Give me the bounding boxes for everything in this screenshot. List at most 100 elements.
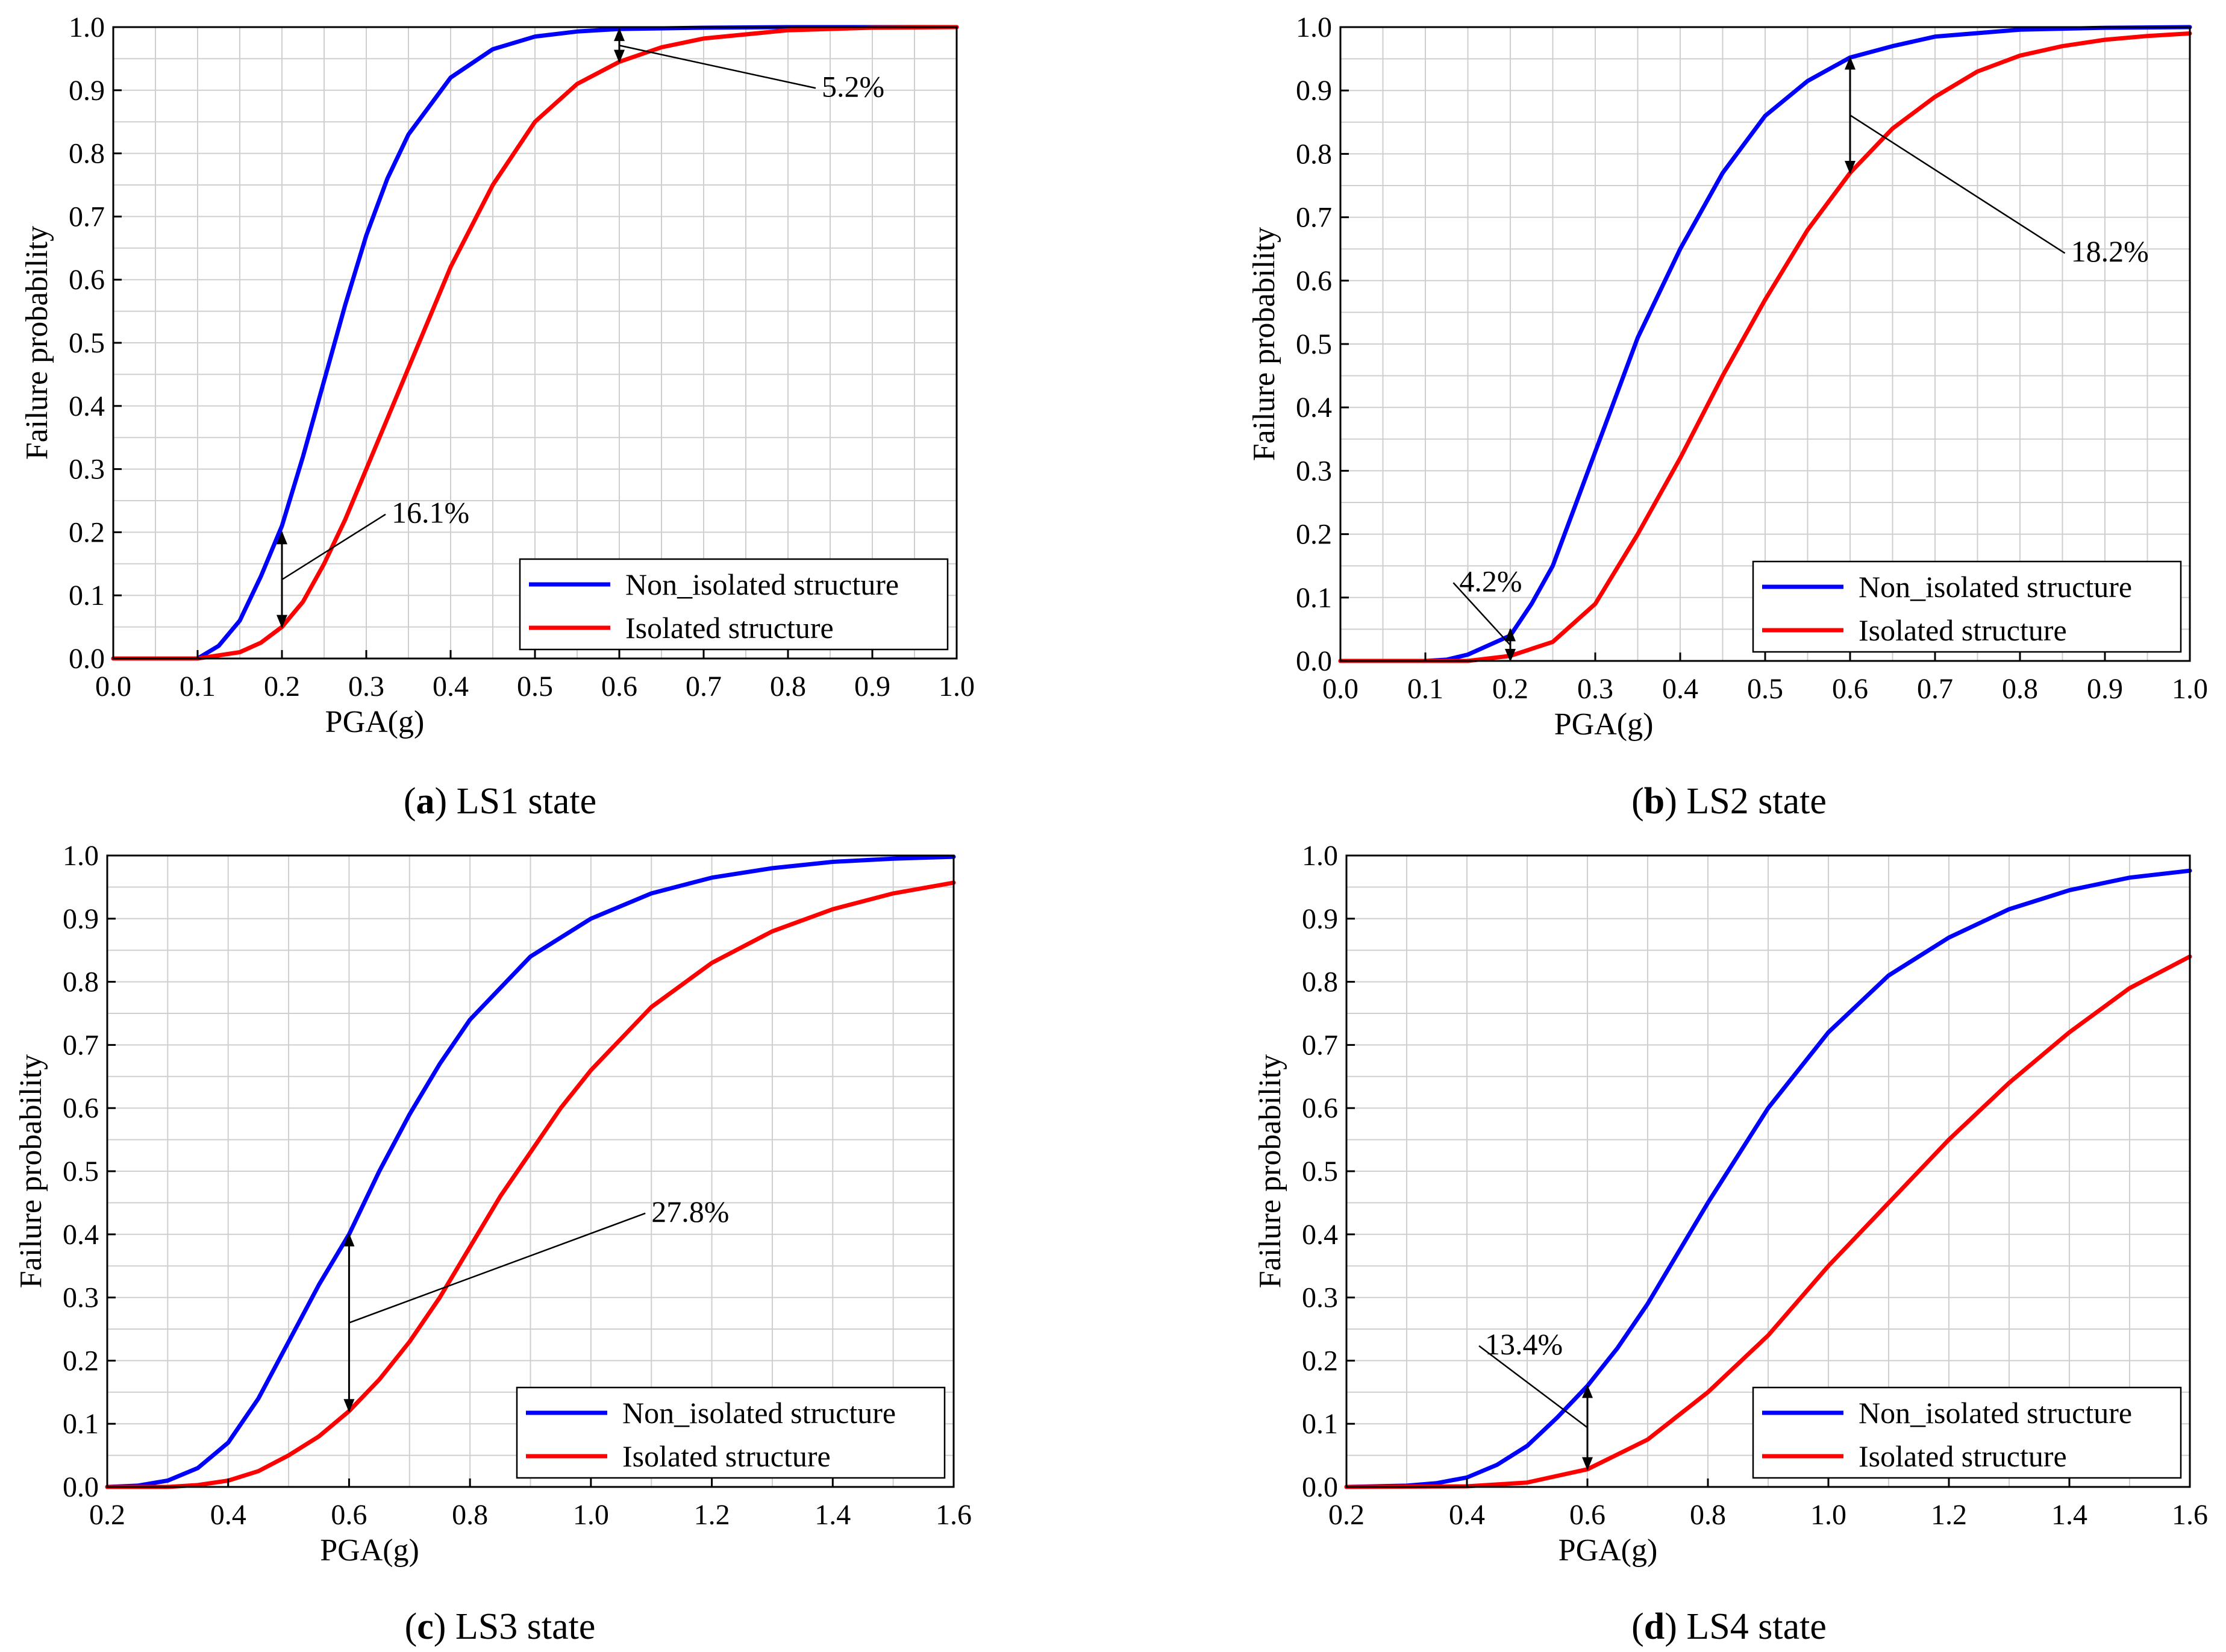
- x-tick-label: 0.4: [1449, 1499, 1485, 1531]
- x-tick-label: 0.8: [452, 1499, 488, 1531]
- x-tick-label: 0.4: [1662, 673, 1698, 705]
- legend-label: Isolated structure: [1859, 1439, 2067, 1473]
- x-tick-label: 0.6: [1569, 1499, 1605, 1531]
- x-tick-label: 1.4: [2051, 1499, 2087, 1531]
- y-tick-label: 0.6: [1296, 265, 1332, 297]
- legend-label: Isolated structure: [1859, 613, 2067, 647]
- y-tick-label: 0.3: [63, 1282, 99, 1314]
- legend-label: Non_isolated structure: [625, 568, 899, 601]
- y-tick-label: 0.0: [69, 643, 105, 675]
- series-line-non-isolated: [1344, 868, 2192, 1489]
- series-line-isolated: [111, 25, 959, 661]
- panel-caption: (c) LS3 state: [405, 1606, 596, 1647]
- legend: Non_isolated structure Isolated structure: [516, 1386, 946, 1479]
- legend: Non_isolated structure Isolated structure: [519, 558, 949, 651]
- y-tick-label: 0.9: [1296, 75, 1332, 107]
- arrowhead-icon: [1505, 628, 1516, 642]
- caption-text: LS3 state: [446, 1606, 595, 1647]
- legend-label: Non_isolated structure: [1859, 570, 2132, 604]
- x-tick-label: 0.5: [1747, 673, 1783, 705]
- series-line-non-isolated: [105, 854, 956, 1489]
- y-tick-label: 0.4: [1302, 1219, 1338, 1251]
- y-tick-label: 0.3: [1296, 455, 1332, 487]
- y-tick-label: 0.7: [1296, 202, 1332, 234]
- annotation-leader-line: [1849, 114, 2066, 254]
- grid: [113, 27, 957, 659]
- annotation-label: 13.4%: [1485, 1327, 1563, 1361]
- chart-panel-d: 0.2 0.4 0.6 0.8 1.0 1.2 1.4 1.6 0.0 0.1 0.2 0.3 0.4 0…: [1253, 840, 2208, 1647]
- x-tick-label: 0.6: [601, 671, 637, 702]
- x-tick-label: 0.7: [686, 671, 722, 702]
- x-tick-label: 1.2: [1931, 1499, 1967, 1531]
- chart-panel-b: 0.0 0.1 0.2 0.3 0.4 0.5 0.6 0.7 0.8 0.9 1.0 0.0 0.1 0…: [1247, 11, 2208, 822]
- arrowhead-icon: [1505, 649, 1516, 662]
- y-tick-label: 0.3: [1302, 1282, 1338, 1314]
- annotation-leader-line: [1452, 582, 1511, 646]
- caption-paren-close: ): [1665, 1606, 1677, 1647]
- x-tick-label: 0.8: [1690, 1499, 1726, 1531]
- y-tick-label: 0.4: [1296, 392, 1332, 424]
- annotation-leader-line: [281, 513, 386, 581]
- y-tick-label: 0.2: [1296, 519, 1332, 551]
- legend-label: Isolated structure: [625, 611, 834, 645]
- caption-paren-open: (: [1631, 781, 1644, 822]
- x-tick-label: 1.4: [814, 1499, 851, 1531]
- x-tick-label: 0.2: [1492, 673, 1528, 705]
- y-tick-label: 1.0: [1302, 840, 1338, 872]
- y-tick-label: 0.1: [1296, 582, 1332, 614]
- y-tick-label: 0.5: [1296, 328, 1332, 360]
- caption-letter: a: [416, 781, 435, 822]
- annotation-label: 18.2%: [2071, 234, 2149, 268]
- x-axis-label: PGA(g): [320, 1533, 419, 1568]
- y-tick-label: 0.4: [63, 1219, 99, 1251]
- x-tick-label: 0.2: [264, 671, 300, 702]
- legend-box: [519, 558, 949, 651]
- x-tick-label: 0.9: [2087, 673, 2123, 705]
- difference-annotation: 18.2%: [1845, 56, 2149, 268]
- caption-text: LS1 state: [447, 781, 596, 822]
- legend-box: [1752, 560, 2182, 653]
- y-tick-label: 1.0: [69, 11, 105, 43]
- caption-text: LS4 state: [1677, 1606, 1827, 1647]
- y-tick-label: 0.6: [1302, 1092, 1338, 1124]
- x-tick-label: 0.4: [433, 671, 469, 702]
- arrowhead-icon: [1582, 1384, 1593, 1398]
- y-tick-label: 0.8: [69, 138, 105, 170]
- x-tick-label: 0.8: [770, 671, 806, 702]
- legend-label: Non_isolated structure: [1859, 1396, 2132, 1430]
- x-tick-label: 0.3: [1577, 673, 1613, 705]
- y-tick-label: 0.7: [63, 1029, 99, 1061]
- arrowhead-icon: [614, 49, 625, 63]
- y-tick-label: 0.7: [1302, 1029, 1338, 1061]
- x-tick-label: 1.0: [2172, 673, 2208, 705]
- legend: Non_isolated structure Isolated structure: [1752, 1386, 2182, 1479]
- x-tick-label: 0.5: [517, 671, 553, 702]
- arrowhead-icon: [277, 615, 287, 628]
- caption-letter: c: [417, 1606, 434, 1647]
- y-tick-label: 0.5: [69, 327, 105, 359]
- y-tick-label: 0.0: [1302, 1471, 1338, 1503]
- y-tick-label: 0.1: [69, 580, 105, 612]
- series-line-isolated: [1344, 954, 2192, 1489]
- series-line-non-isolated: [111, 25, 959, 661]
- series-line-isolated: [105, 880, 956, 1489]
- x-tick-label: 0.2: [89, 1499, 125, 1531]
- difference-annotation: 4.2%: [1452, 564, 1522, 662]
- legend-box: [1752, 1386, 2182, 1479]
- x-tick-label: 1.0: [939, 671, 975, 702]
- legend-label: Non_isolated structure: [622, 1396, 896, 1430]
- x-tick-label: 0.1: [180, 671, 216, 702]
- x-tick-label: 1.2: [694, 1499, 730, 1531]
- x-tick-label: 0.4: [210, 1499, 246, 1531]
- legend-label: Isolated structure: [622, 1439, 831, 1473]
- series-line-isolated: [1338, 31, 2192, 663]
- x-tick-label: 0.1: [1407, 673, 1443, 705]
- y-axis-label: Failure probability: [20, 226, 54, 460]
- y-tick-label: 0.3: [69, 454, 105, 486]
- y-axis-label: Failure probability: [1253, 1054, 1287, 1288]
- annotation-label: 16.1%: [392, 496, 469, 530]
- y-tick-label: 0.9: [69, 75, 105, 107]
- legend: Non_isolated structure Isolated structure: [1752, 560, 2182, 653]
- difference-annotation: 27.8%: [343, 1195, 729, 1413]
